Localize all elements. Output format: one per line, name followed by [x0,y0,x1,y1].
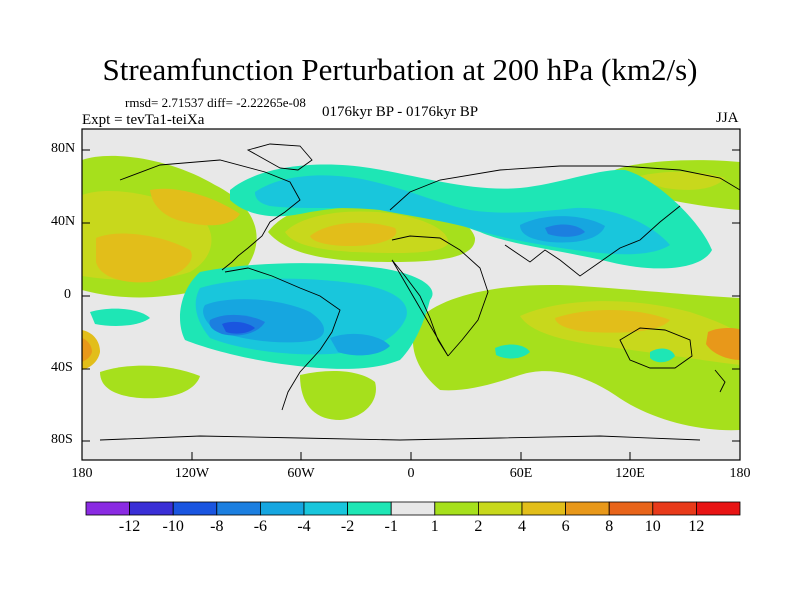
colorbar-label: 1 [430,518,439,535]
colorbar-box [565,501,610,516]
lon-label-120e: 120E [615,466,645,481]
negative-regions [90,164,712,369]
lat-label-0: 0 [64,287,71,302]
colorbar-label: -6 [253,518,268,535]
colorbar-label: 6 [561,518,570,535]
colorbar-label: -12 [118,518,141,535]
colorbar-box [303,501,348,516]
colorbar-label: 8 [605,518,614,535]
lat-label-80n: 80N [51,141,76,156]
coastlines [99,143,740,441]
colorbar-box [85,501,130,516]
colorbar-box [434,501,479,516]
colorbar-box [521,501,566,516]
colorbar [85,501,741,516]
experiment-label: Expt = tevTa1-teiXa [82,112,205,128]
season-label: JJA [716,110,739,126]
lon-label-60e: 60E [509,466,533,481]
colorbar-box [347,501,392,516]
colorbar-box [696,501,741,516]
colorbar-label: -1 [384,518,398,535]
colorbar-label: 10 [644,518,661,535]
colorbar-box [259,501,305,516]
stats-text: rmsd= 2.71537 diff= -2.22265e-08 [125,95,306,110]
colorbar-label: 12 [688,518,705,535]
colorbar-box [216,501,261,516]
colorbar-box [652,501,697,516]
lat-label-40n: 40N [51,214,76,229]
colorbar-label: -2 [340,518,355,535]
colorbar-label: -8 [210,518,224,535]
lon-label-180w: 180 [71,466,93,481]
colorbar-box [477,501,523,516]
lat-label-80s: 80S [51,432,73,447]
colorbar-label: -10 [162,518,184,535]
colorbar-label: 4 [518,518,526,535]
axis-ticks [81,149,741,460]
colorbar-label: -4 [297,518,311,535]
lon-label-0: 0 [407,466,415,481]
colorbar-box [390,501,436,516]
period-label: 0176kyr BP - 0176kyr BP [322,104,479,120]
plot-title: Streamfunction Perturbation at 200 hPa (… [102,52,698,87]
colorbar-label: 2 [474,518,483,535]
colorbar-box [608,501,654,516]
lon-label-180e: 180 [729,466,751,481]
contour-field [82,129,740,460]
lon-label-60w: 60W [287,466,315,481]
lat-label-40s: 40S [51,360,73,375]
colorbar-box [172,501,218,516]
positive-regions [82,155,740,431]
lon-label-120w: 120W [174,466,210,481]
colorbar-box [129,501,174,516]
